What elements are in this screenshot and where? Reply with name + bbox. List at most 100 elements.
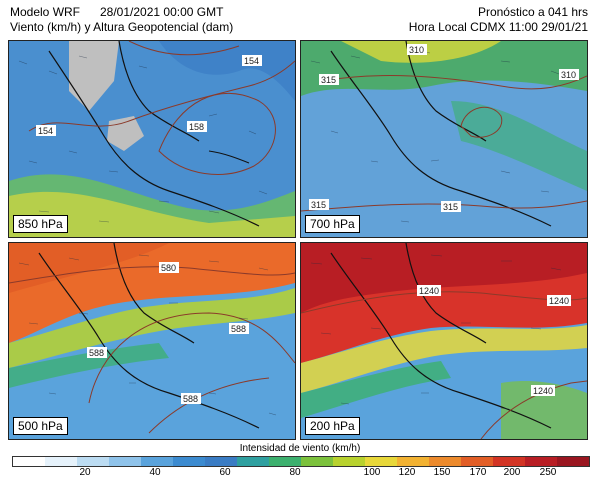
contour-label-bg [417,285,441,296]
panel-700: 310 315 315 315 310 700 hPa [300,40,588,238]
wind-band [451,101,587,191]
geopotential-contour [128,41,240,56]
model-name: Modelo WRF [10,5,81,19]
contour-label-bg [87,347,107,358]
contour-label-bg [229,323,249,334]
geopotential-contour [28,60,295,132]
contour-label: 580 [161,263,176,273]
colorbar-tick-label: 60 [219,467,231,478]
colorbar-swatch [13,457,45,466]
contour-label-bg [319,74,339,85]
wind-vectors [18,55,268,223]
wind-band [301,243,587,313]
wind-band [301,325,587,393]
contour-label: 1240 [419,286,439,296]
contour-label: 1240 [533,386,553,396]
geopotential-contour [480,380,587,439]
wind-band [301,361,451,418]
colorbar-tick-label: 200 [503,467,521,478]
wind-band [9,191,295,237]
contour-label: 154 [38,126,53,136]
coastline [330,50,552,227]
wind-band [9,343,169,388]
contour-label: 1240 [549,296,569,306]
local-time: Hora Local CDMX 11:00 29/01/21 [408,20,588,34]
panel-level-label: 850 hPa [13,215,68,233]
contour-label: 315 [443,202,458,212]
init-time: 28/01/2021 00:00 GMT [100,5,224,19]
wind-band [9,288,295,368]
colorbar-swatch [301,457,333,466]
contour-label-bg [36,125,56,136]
contour-label-bg [187,121,207,132]
coastline [405,243,487,344]
contour-label-bg [309,199,329,210]
colorbar-swatch [333,457,365,466]
colorbar-swatch [557,457,589,466]
contour-label: 588 [231,324,246,334]
colorbar-tick-label: 80 [289,467,301,478]
contour-label-bg [547,295,571,306]
contour-label-bg [159,262,179,273]
contour-label: 154 [244,56,259,66]
panel-level-label: 500 hPa [13,417,68,435]
coastline [330,252,552,429]
contour-label: 588 [183,394,198,404]
contour-label: 310 [561,70,576,80]
forecast-hour: Pronóstico a 041 hrs [477,5,588,19]
terrain-mask [69,41,119,111]
wind-vectors [18,254,277,416]
wind-band [9,243,169,293]
contour-label-bg [181,393,201,404]
colorbar-tick-label: 100 [363,467,381,478]
geopotential-contour [158,92,276,175]
coastline [113,243,195,344]
panel-level-label: 200 hPa [305,417,360,435]
colorbar-swatch [525,457,557,466]
contour-label: 158 [189,122,204,132]
geopotential-contour [9,266,295,284]
colorbar-swatch [109,457,141,466]
panel-850: 154 154 158 850 hPa [8,40,296,238]
contour-label-bg [407,44,427,55]
colorbar-swatch [173,457,205,466]
colorbar-tick-label: 250 [539,467,557,478]
colorbar-tick-label: 20 [79,467,91,478]
colorbar-swatch [45,457,77,466]
contour-label-bg [531,385,555,396]
geopotential-contour [460,106,503,138]
colorbar-tick-label: 150 [433,467,451,478]
colorbar-tick-label: 40 [149,467,161,478]
geopotential-contour [88,312,295,404]
wind-band [501,381,587,439]
contour-label-bg [559,69,579,80]
colorbar-swatch [365,457,397,466]
colorbar-swatch [77,457,109,466]
coastline [405,41,487,142]
colorbar-swatch [269,457,301,466]
geopotential-contour [148,377,270,434]
colorbar-tick-label: 170 [469,467,487,478]
coastline [208,150,250,164]
contour-label-bg [441,201,461,212]
colorbar-swatch [237,457,269,466]
geopotential-contour [301,200,587,212]
contour-label: 588 [89,348,104,358]
colorbar-title: Intensidad de viento (km/h) [239,443,361,454]
panel-500: 580 588 588 588 500 hPa [8,242,296,440]
wind-vectors [310,254,562,410]
panel-level-label: 700 hPa [305,215,360,233]
panel-200: 1240 1240 1240 200 hPa [300,242,588,440]
colorbar-swatch [397,457,429,466]
contour-label: 310 [409,45,424,55]
colorbar-swatch [205,457,237,466]
colorbar-swatch [461,457,493,466]
contour-label-bg [242,55,262,66]
contour-label: 315 [321,75,336,85]
coastline [48,50,260,227]
colorbar [12,456,590,467]
description: Viento (km/h) y Altura Geopotencial (dam… [10,20,234,34]
colorbar-swatch [429,457,461,466]
coastline [38,252,260,429]
colorbar-swatch [493,457,525,466]
